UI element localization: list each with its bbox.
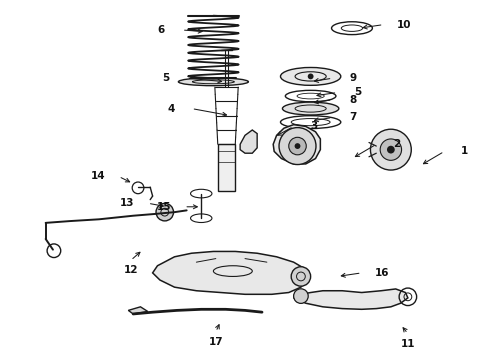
Text: 7: 7 bbox=[349, 112, 357, 122]
Ellipse shape bbox=[178, 78, 248, 86]
Circle shape bbox=[279, 127, 316, 165]
Text: 5: 5 bbox=[163, 73, 170, 83]
Polygon shape bbox=[273, 125, 320, 164]
Circle shape bbox=[308, 73, 314, 79]
Text: 3: 3 bbox=[311, 121, 318, 131]
Circle shape bbox=[370, 129, 411, 170]
Polygon shape bbox=[294, 289, 408, 309]
Text: 9: 9 bbox=[349, 73, 357, 83]
Text: 5: 5 bbox=[354, 87, 362, 98]
Polygon shape bbox=[240, 130, 257, 153]
Text: 14: 14 bbox=[91, 171, 105, 181]
Polygon shape bbox=[218, 144, 235, 191]
Text: 13: 13 bbox=[120, 198, 135, 208]
Ellipse shape bbox=[282, 102, 339, 115]
Text: 8: 8 bbox=[349, 95, 357, 105]
Text: 16: 16 bbox=[375, 268, 390, 278]
Circle shape bbox=[294, 289, 308, 303]
Text: 2: 2 bbox=[393, 139, 400, 149]
Circle shape bbox=[291, 267, 311, 286]
Polygon shape bbox=[128, 307, 148, 314]
Circle shape bbox=[289, 137, 306, 155]
Text: 11: 11 bbox=[401, 339, 415, 348]
Text: 10: 10 bbox=[397, 19, 411, 30]
Text: 1: 1 bbox=[461, 147, 468, 157]
Circle shape bbox=[156, 203, 173, 221]
Ellipse shape bbox=[280, 67, 341, 85]
Text: 4: 4 bbox=[168, 104, 175, 113]
Polygon shape bbox=[152, 251, 308, 294]
Text: 15: 15 bbox=[156, 202, 171, 212]
Circle shape bbox=[387, 146, 395, 153]
Text: 12: 12 bbox=[123, 265, 138, 275]
Circle shape bbox=[380, 139, 402, 160]
Text: 6: 6 bbox=[158, 25, 165, 35]
Text: 17: 17 bbox=[209, 337, 223, 347]
Circle shape bbox=[294, 143, 300, 149]
